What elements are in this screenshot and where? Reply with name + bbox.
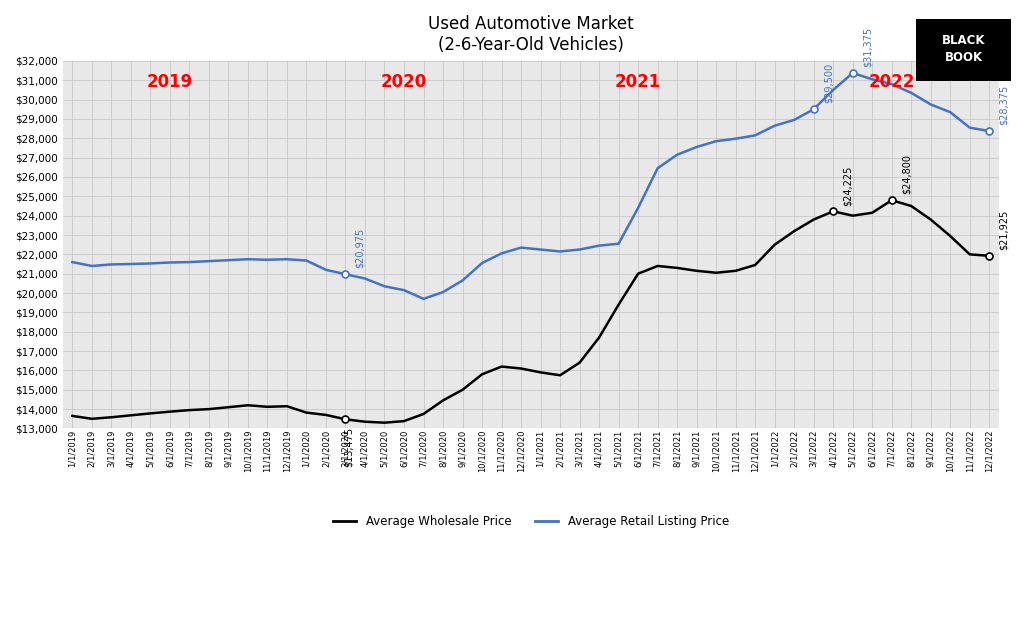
Text: $28,375: $28,375 [999,85,1009,125]
Text: 2020: 2020 [381,73,427,91]
Text: 2021: 2021 [615,73,662,91]
Text: $20,975: $20,975 [355,228,366,269]
Text: $13,475: $13,475 [343,427,353,467]
Legend: Average Wholesale Price, Average Retail Listing Price: Average Wholesale Price, Average Retail … [328,510,734,533]
Text: BLACK
BOOK: BLACK BOOK [942,34,985,64]
Text: $24,800: $24,800 [901,155,911,195]
Text: $21,925: $21,925 [999,210,1009,250]
Text: $24,225: $24,225 [843,165,853,205]
Text: $31,375: $31,375 [862,27,872,67]
Text: 2019: 2019 [146,73,194,91]
Text: $29,500: $29,500 [823,63,834,103]
Text: 2022: 2022 [868,73,914,91]
Title: Used Automotive Market
(2-6-Year-Old Vehicles): Used Automotive Market (2-6-Year-Old Veh… [428,15,634,54]
